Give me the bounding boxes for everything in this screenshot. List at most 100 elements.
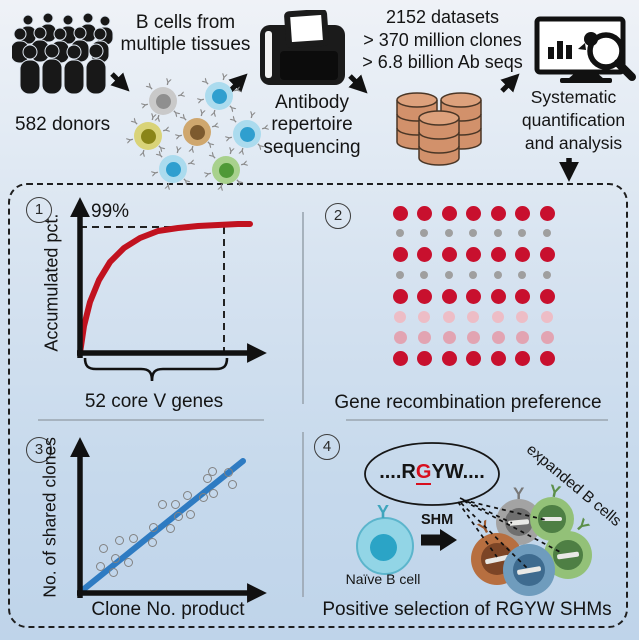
b-cell-spike-icon: Y <box>173 144 183 156</box>
database-icon <box>396 92 482 166</box>
naive-b-cell: Y <box>356 502 414 575</box>
grid-dot <box>465 205 481 221</box>
b-cell-spike-icon: Y <box>185 158 197 168</box>
p3-x-axis-label: Clone No. product <box>91 599 245 620</box>
grid-dot <box>518 229 526 237</box>
grid-dot <box>465 246 481 262</box>
scatter-point <box>182 490 192 500</box>
scatter-point <box>114 535 124 545</box>
grid-dot <box>416 205 432 221</box>
scatter-point <box>108 567 118 577</box>
grid-dot <box>491 330 505 344</box>
shm-arrow-head <box>440 529 457 551</box>
b-cell-core <box>189 124 205 140</box>
grid-dot <box>539 205 555 221</box>
sequencer-icon <box>260 10 345 85</box>
naive-receptor-icon: Y <box>377 502 390 522</box>
grid-dot <box>392 205 408 221</box>
motif-suffix-dots: .... <box>462 461 485 483</box>
scatter-point <box>170 499 180 509</box>
b-cell-core <box>140 128 156 144</box>
b-cell-core <box>239 126 255 142</box>
grid-dot <box>416 288 432 304</box>
expanded-receptor-icon: Y <box>474 516 494 539</box>
b-cell-spike-icon: Y <box>227 113 240 126</box>
results-panel-box <box>8 183 628 628</box>
grid-dot <box>490 350 506 366</box>
grid-dot <box>516 311 528 323</box>
grid-dot <box>396 271 404 279</box>
b-cell-core <box>165 161 181 177</box>
scatter-point <box>173 511 183 521</box>
grid-dot <box>514 205 530 221</box>
grid-dot <box>396 229 404 237</box>
expanded-receptor-icon: Y <box>513 484 525 503</box>
grid-dot <box>443 311 455 323</box>
stat-datasets: 2152 datasets <box>385 7 500 27</box>
grid-dot <box>465 350 481 366</box>
b-cell-spike-icon: Y <box>128 115 141 128</box>
b-cell-spike-icon: Y <box>204 138 217 151</box>
b-cell-spike-icon: Y <box>206 149 219 162</box>
antibody-sequencing-label: Antibody repertoire sequencing <box>263 92 361 158</box>
b-cell-spike-icon: Y <box>209 121 221 131</box>
b-cell-spike-icon: Y <box>238 159 250 169</box>
grid-dot <box>418 311 430 323</box>
grid-dot <box>490 205 506 221</box>
b-cell-spike-icon: Y <box>197 107 207 119</box>
grid-dot <box>514 288 530 304</box>
scatter-point <box>185 509 195 519</box>
mutation-bar <box>541 516 563 522</box>
donors-label: 582 donors <box>15 114 111 135</box>
grid-dot <box>441 246 457 262</box>
b-cell-spike-icon: Y <box>199 75 212 88</box>
grid-dot <box>541 311 553 323</box>
p2-caption: Gene recombination preference <box>334 392 602 413</box>
magnifier-icon <box>587 32 625 70</box>
stat-clones: > 370 million clones <box>363 29 522 50</box>
scatter-point <box>208 488 218 498</box>
grid-dot <box>392 288 408 304</box>
grid-dot <box>441 205 457 221</box>
b-cell-spike-icon: Y <box>177 111 190 124</box>
grid-dot <box>469 229 477 237</box>
arrow-sequencer-to-database <box>348 74 368 94</box>
scatter-point <box>223 467 233 477</box>
b-cell-spike-icon: Y <box>138 147 148 159</box>
grid-dot <box>490 246 506 262</box>
scatter-point <box>128 533 138 543</box>
b-cell-spike-icon: Y <box>216 181 226 193</box>
grid-dot <box>540 330 554 344</box>
grid-dot <box>445 229 453 237</box>
shm-label: SHM <box>421 512 454 528</box>
b-cell-spike-icon: Y <box>195 95 207 105</box>
b-cell-spike-icon: Y <box>226 145 236 157</box>
grid-dot <box>539 288 555 304</box>
b-cell-spike-icon: Y <box>180 175 193 188</box>
arrow-database-to-analysis <box>500 73 520 93</box>
expanded-b-cell <box>503 544 555 596</box>
analysis-monitor-icon <box>534 16 636 83</box>
b-cells-from-tissues-label: B cells from multiple tissues <box>120 12 251 56</box>
systematic-analysis-label: Systematic quantification and analysis <box>521 87 626 153</box>
p1-accumulation-curve <box>77 221 253 356</box>
stat-ab-seqs: > 6.8 billion Ab seqs <box>362 52 523 72</box>
b-cell-spike-icon: Y <box>237 145 247 157</box>
b-cell-core <box>155 93 171 109</box>
rgyw-motif: ....RGYW.... <box>365 461 499 485</box>
grid-dot <box>494 229 502 237</box>
p1-threshold-label: 99% <box>91 201 130 222</box>
naive-b-cell-nucleus <box>370 534 397 561</box>
scatter-point <box>95 561 105 571</box>
grid-dot <box>539 246 555 262</box>
scatter-point <box>148 522 158 532</box>
grid-dot <box>467 311 479 323</box>
grid-dot <box>515 330 529 344</box>
p4-caption: Positive selection of RGYW SHMs <box>322 599 612 620</box>
